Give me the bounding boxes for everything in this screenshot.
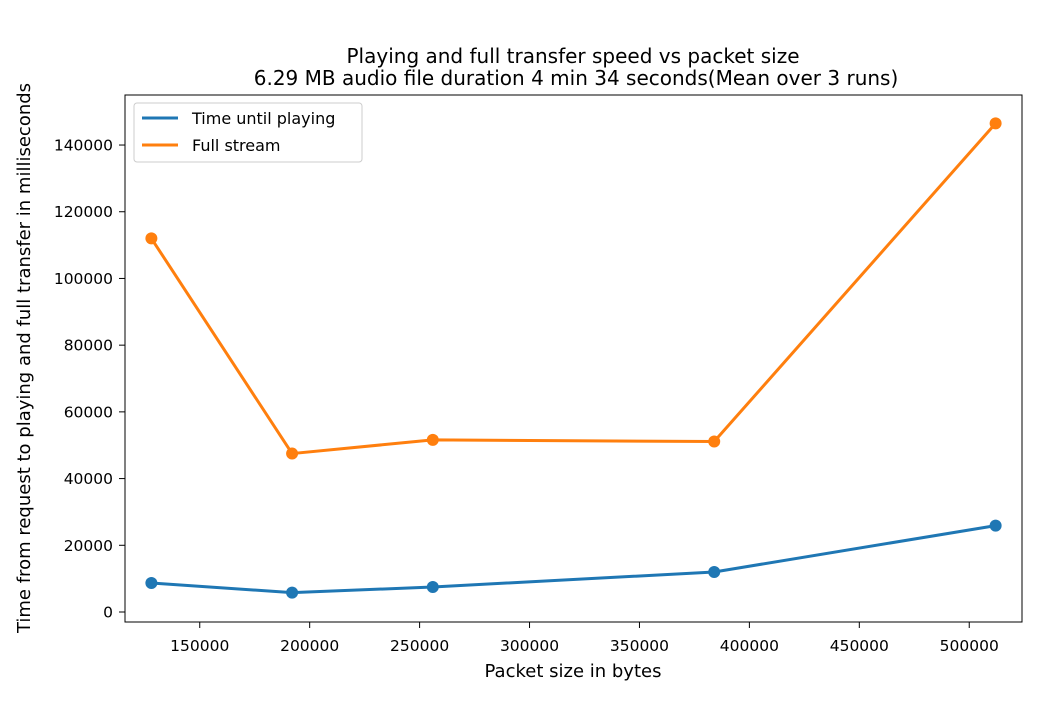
- y-tick-label: 140000: [54, 137, 113, 155]
- x-tick-label: 350000: [610, 637, 669, 655]
- chart-subtitle: 6.29 MB audio file duration 4 min 34 sec…: [254, 66, 899, 90]
- plot-area: 150000 200000 250000 300000 350000 400000 4500…: [54, 117, 1002, 655]
- data-point-time-until-playing: [989, 519, 1002, 532]
- x-axis-label: Packet size in bytes: [485, 661, 662, 682]
- x-tick-label: 450000: [830, 637, 889, 655]
- y-axis-label: Time from request to playing and full tr…: [14, 83, 35, 634]
- legend: Time until playing Full stream: [133, 102, 363, 163]
- y-tick-label: 80000: [64, 337, 113, 355]
- data-point-full-stream: [708, 435, 721, 448]
- data-point-full-stream: [426, 433, 439, 446]
- x-tick-label: 200000: [280, 637, 339, 655]
- legend-box: [133, 102, 363, 163]
- y-tick-label: 60000: [64, 403, 113, 421]
- x-tick-label: 250000: [390, 637, 449, 655]
- data-point-full-stream: [989, 117, 1002, 130]
- y-tick-label: 120000: [54, 203, 113, 221]
- legend-label-full-stream: Full stream: [192, 136, 281, 155]
- y-tick-label: 100000: [54, 270, 113, 288]
- x-tick-label: 500000: [940, 637, 999, 655]
- data-point-time-until-playing: [426, 580, 439, 593]
- y-tick-label: 20000: [64, 537, 113, 555]
- data-point-time-until-playing: [286, 586, 299, 599]
- data-point-time-until-playing: [708, 565, 721, 578]
- data-point-full-stream: [145, 232, 158, 245]
- legend-label-time-until-playing: Time until playing: [191, 109, 335, 128]
- data-point-time-until-playing: [145, 576, 158, 589]
- x-tick-label: 300000: [500, 637, 559, 655]
- x-tick-label: 150000: [170, 637, 229, 655]
- y-tick-label: 0: [103, 603, 113, 621]
- y-tick-label: 40000: [64, 470, 113, 488]
- x-tick-label: 400000: [720, 637, 779, 655]
- chart-title: Playing and full transfer speed vs packe…: [347, 44, 800, 68]
- plot-frame: [124, 94, 1023, 623]
- data-point-full-stream: [286, 447, 299, 460]
